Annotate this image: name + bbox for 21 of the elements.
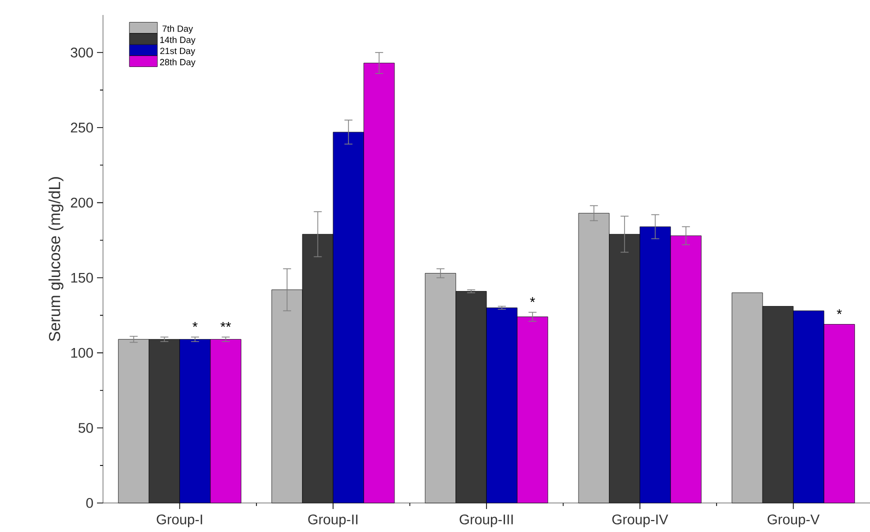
data-label: * xyxy=(192,322,198,327)
y-tick-label: 200 xyxy=(70,198,93,208)
data-label: * xyxy=(530,297,536,302)
legend-label: 14th Day xyxy=(160,36,196,45)
y-tick-label: 100 xyxy=(71,348,93,358)
y-tick-label: 50 xyxy=(78,422,93,433)
y-tick-label: 0 xyxy=(86,498,93,508)
legend-label: 21st Day xyxy=(160,48,196,56)
y-tick-label: 150 xyxy=(71,272,93,283)
y-tick-label: 300 xyxy=(70,48,93,58)
x-tick-label: Group-I xyxy=(156,514,202,528)
y-axis-title: Serum glucose (mg/dL) xyxy=(48,177,64,342)
x-tick-label: Group-V xyxy=(768,514,820,528)
x-tick-label: Group-IV xyxy=(612,514,668,528)
x-tick-label: Group-II xyxy=(308,514,358,528)
data-label: * xyxy=(836,309,842,314)
legend-label: 7th Day xyxy=(162,25,193,34)
data-label: ** xyxy=(220,322,231,327)
y-tick-label: 250 xyxy=(70,122,93,133)
legend-label: 28th Day xyxy=(160,58,196,68)
x-tick-label: Group-III xyxy=(460,514,513,528)
